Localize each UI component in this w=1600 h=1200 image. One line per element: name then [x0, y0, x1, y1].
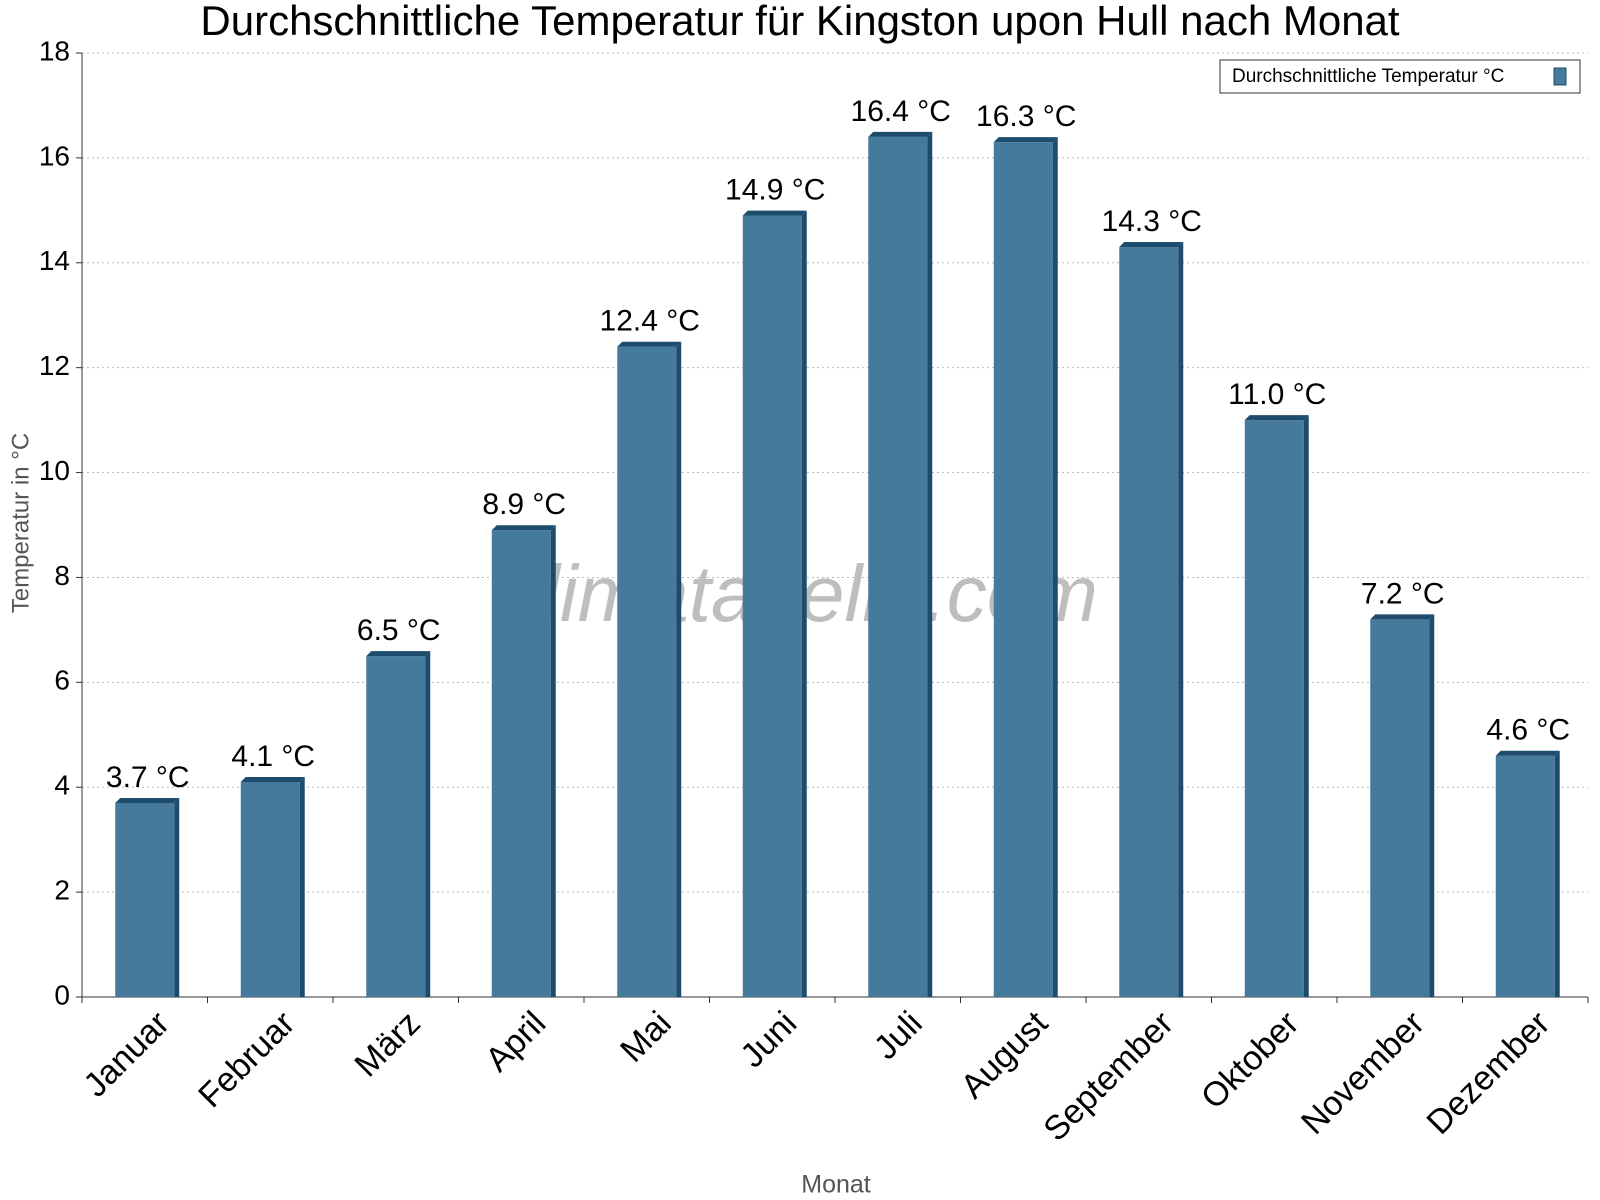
value-label: 11.0 °C	[1228, 378, 1326, 411]
bar	[1244, 420, 1304, 998]
y-axis-title: Temperatur in °C	[7, 433, 34, 613]
bar-group	[868, 131, 933, 997]
x-tick-label: Juli	[867, 1004, 930, 1067]
bar-top	[617, 341, 682, 347]
bar-side	[299, 776, 305, 997]
value-label: 3.7 °C	[106, 761, 190, 794]
bar-group	[742, 210, 807, 998]
bar-group	[617, 341, 682, 997]
bar-top	[1244, 415, 1309, 421]
x-tick-label: August	[954, 1004, 1056, 1106]
y-tick-label: 2	[54, 875, 70, 906]
bar-top	[993, 137, 1058, 143]
bar	[993, 142, 1053, 998]
y-tick-label: 14	[39, 245, 70, 276]
value-label: 4.1 °C	[231, 740, 315, 773]
bar-side	[927, 131, 933, 997]
bar	[742, 215, 802, 998]
legend-swatch	[1553, 67, 1567, 86]
bar-group	[491, 525, 556, 997]
value-label: 6.5 °C	[357, 614, 441, 647]
legend-label: Durchschnittliche Temperatur °C	[1232, 66, 1504, 87]
bar-side	[676, 341, 682, 997]
value-label: 8.9 °C	[482, 488, 566, 521]
y-tick-label: 0	[54, 979, 70, 1010]
bar	[1495, 755, 1555, 997]
bar-side	[174, 797, 180, 997]
x-axis-title: Monat	[801, 1171, 871, 1199]
bar-side	[801, 210, 807, 998]
bar-side	[1554, 750, 1560, 997]
bar	[1370, 619, 1430, 997]
value-label: 14.3 °C	[1102, 205, 1202, 238]
x-tick-label: März	[347, 1004, 427, 1084]
bar-group	[1119, 242, 1184, 998]
bar	[240, 781, 300, 997]
y-tick-label: 4	[54, 770, 70, 801]
bar-top	[491, 525, 556, 531]
bar-top	[742, 210, 807, 216]
x-tick-label: April	[478, 1004, 553, 1079]
bar	[1119, 247, 1179, 998]
x-tick-label: September	[1036, 1004, 1180, 1148]
bar-group	[366, 651, 431, 997]
bar-group	[1495, 750, 1560, 997]
bar-top	[366, 651, 431, 657]
x-tick-label: Dezember	[1419, 1004, 1557, 1142]
x-tick-label: Januar	[76, 1004, 176, 1104]
bar-side	[550, 525, 556, 997]
bar-side	[1178, 242, 1184, 998]
value-label: 4.6 °C	[1486, 714, 1570, 747]
bar	[115, 802, 175, 997]
bar-side	[1052, 137, 1058, 998]
bar	[617, 346, 677, 997]
x-tick-label: Oktober	[1194, 1004, 1306, 1116]
bar	[491, 530, 551, 997]
bar-group	[115, 797, 180, 997]
x-tick-label: Mai	[613, 1004, 679, 1070]
x-tick-label: Februar	[191, 1004, 302, 1115]
bar-top	[115, 797, 180, 803]
y-tick-label: 8	[54, 560, 70, 591]
value-label: 16.3 °C	[976, 100, 1076, 133]
value-label: 14.9 °C	[725, 173, 825, 206]
value-label: 16.4 °C	[851, 95, 951, 128]
bar-group	[993, 137, 1058, 998]
bar	[366, 656, 426, 997]
bar-side	[1303, 415, 1309, 998]
x-tick-label: November	[1294, 1004, 1432, 1142]
value-label: 7.2 °C	[1361, 577, 1445, 610]
y-tick-label: 12	[39, 350, 70, 381]
x-tick-label: Juni	[733, 1004, 804, 1075]
y-tick-label: 10	[39, 455, 70, 486]
legend-box	[1219, 59, 1581, 94]
bar-group	[1370, 614, 1435, 997]
bar	[868, 136, 928, 997]
bar-side	[1429, 614, 1435, 997]
y-tick-label: 18	[39, 35, 70, 66]
bar-top	[1370, 614, 1435, 620]
value-label: 12.4 °C	[600, 305, 700, 338]
bar-side	[425, 651, 431, 997]
bar-group	[1244, 415, 1309, 998]
bar-top	[1495, 750, 1560, 756]
y-tick-label: 6	[54, 665, 70, 696]
bar-top	[240, 776, 305, 782]
bar-group	[240, 776, 305, 997]
legend: Durchschnittliche Temperatur °C	[1219, 59, 1581, 94]
bar-top	[868, 131, 933, 137]
bar-top	[1119, 242, 1184, 248]
chart-title: Durchschnittliche Temperatur für Kingsto…	[200, 0, 1400, 44]
y-tick-label: 16	[39, 140, 70, 171]
